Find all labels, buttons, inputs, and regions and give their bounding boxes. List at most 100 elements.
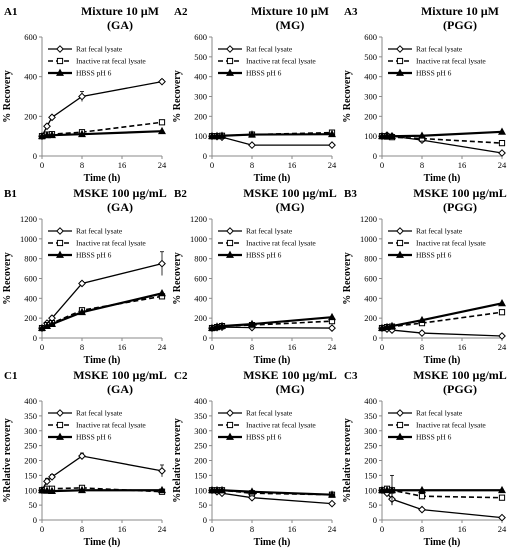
y-tick-label: 600 (24, 32, 37, 42)
y-tick-label: 400 (194, 396, 207, 406)
series-hbss (378, 485, 506, 494)
x-axis-label: Time (h) (424, 355, 461, 366)
legend-entry-inactive: Inactive rat fecal lysate (246, 421, 316, 430)
series-line-hbss (41, 292, 163, 330)
legend-entry-rat: Rat fecal lysate (416, 227, 463, 236)
data-point-hbss (218, 131, 226, 139)
chart-title-line: MSKE 100 µg/mL (73, 368, 167, 382)
y-tick-label: 400 (364, 72, 377, 82)
legend-marker-rat (226, 45, 234, 53)
series-inactive (378, 309, 506, 332)
x-tick-label: 8 (420, 342, 424, 352)
x-tick-label: 16 (118, 342, 127, 352)
legend-marker-rat (396, 227, 404, 235)
data-point-hbss (213, 131, 221, 139)
y-tick-label: 500 (194, 52, 207, 62)
data-point-hbss (498, 127, 506, 135)
x-tick-label: 8 (80, 160, 84, 170)
y-tick-label: 400 (24, 293, 37, 303)
y-tick-label: 400 (364, 396, 377, 406)
legend-entry-inactive: Inactive rat fecal lysate (246, 239, 316, 248)
x-tick-label: 0 (380, 160, 384, 170)
x-tick-label: 8 (420, 524, 424, 534)
chart-title-line: MSKE 100 µg/mL (413, 368, 507, 382)
data-point-inactive (498, 494, 506, 501)
data-point-rat (248, 141, 256, 149)
y-tick-label: 250 (364, 441, 377, 451)
chart-panel-c1: C1 MSKE 100 µg/mL(GA) 0 50 100 150 200 250 300 35… (2, 368, 167, 548)
legend-marker-hbss (226, 432, 234, 440)
x-tick-label: 16 (458, 342, 467, 352)
series-line-inactive (41, 295, 163, 329)
legend-marker-inactive (226, 57, 234, 65)
y-tick-label: 400 (24, 396, 37, 406)
series-line-hbss (41, 489, 162, 493)
legend-entry-hbss: HBSS pH 6 (416, 69, 452, 78)
legend-marker-rat (226, 409, 234, 417)
panel-label: B2 (174, 188, 187, 200)
y-tick-label: 150 (24, 470, 37, 480)
data-point-hbss (498, 485, 506, 494)
chart-title-line: Mixture 10 µM (81, 4, 159, 18)
y-tick-label: 1200 (360, 214, 377, 224)
series-rat (38, 452, 166, 495)
chart-title-line: (PGG) (443, 382, 477, 396)
chart-title-line: (GA) (107, 18, 133, 32)
data-point-inactive (418, 493, 426, 500)
chart-title-line: (PGG) (443, 18, 477, 32)
legend-marker-hbss (56, 68, 64, 76)
legend: Rat fecal lysate Inactive rat fecal lysat… (388, 45, 486, 78)
x-axis-label: Time (h) (84, 173, 121, 184)
y-tick-label: 600 (194, 274, 207, 284)
panel-label: A1 (4, 6, 17, 18)
x-axis-label: Time (h) (254, 537, 291, 548)
legend-marker-inactive (226, 421, 234, 429)
y-tick-label: 50 (29, 500, 38, 510)
y-tick-label: 600 (364, 32, 377, 42)
y-tick-label: 100 (24, 485, 37, 495)
data-point-inactive (498, 140, 506, 147)
y-tick-label: 1000 (190, 234, 207, 244)
y-tick-label: 250 (194, 441, 207, 451)
legend: Rat fecal lysate Inactive rat fecal lysat… (218, 409, 316, 442)
legend-entry-hbss: HBSS pH 6 (76, 69, 112, 78)
legend-marker-rat (396, 409, 404, 417)
data-point-hbss (38, 485, 46, 494)
y-axis-label: % Recovery (342, 70, 353, 122)
chart-panel-b2: B2 MSKE 100 µg/mL(MG) 0 200 400 600 800 1000 120… (172, 186, 337, 366)
data-point-hbss (78, 129, 86, 138)
series-line-hbss (211, 133, 333, 138)
chart-title-line: (PGG) (443, 200, 477, 214)
y-tick-label: 0 (203, 333, 207, 343)
legend-marker-inactive (226, 239, 234, 247)
data-point-rat (48, 472, 56, 481)
series-line-hbss (381, 302, 503, 330)
legend-entry-hbss: HBSS pH 6 (246, 69, 282, 78)
data-point-hbss (158, 126, 166, 135)
panel-label: C3 (344, 370, 358, 382)
data-point-hbss (328, 490, 336, 498)
chart-title-line: MSKE 100 µg/mL (413, 186, 507, 200)
x-tick-label: 0 (380, 342, 384, 352)
series-line-rat (41, 80, 163, 137)
series-line-inactive (381, 135, 503, 144)
panel-label: A3 (344, 6, 358, 18)
y-tick-label: 600 (24, 274, 37, 284)
y-tick-label: 400 (364, 293, 377, 303)
y-tick-label: 150 (194, 470, 207, 480)
legend-marker-rat (226, 227, 234, 235)
series-hbss (378, 298, 506, 331)
y-tick-label: 1200 (190, 214, 207, 224)
x-tick-label: 0 (210, 342, 214, 352)
y-tick-label: 50 (199, 500, 208, 510)
legend: Rat fecal lysate Inactive rat fecal lysat… (48, 227, 146, 260)
x-tick-label: 16 (118, 524, 127, 534)
legend-marker-inactive (56, 239, 64, 247)
data-point-hbss (43, 321, 51, 330)
legend: Rat fecal lysate Inactive rat fecal lysat… (218, 45, 316, 78)
y-tick-label: 100 (364, 131, 377, 141)
data-point-hbss (248, 487, 256, 495)
legend-marker-rat (56, 227, 64, 235)
y-axis-label: % Recovery (2, 252, 13, 304)
